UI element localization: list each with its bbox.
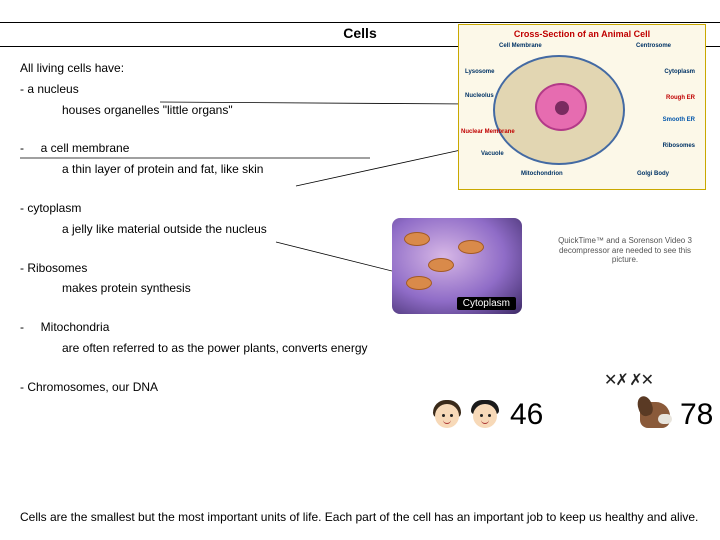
item-desc: are often referred to as the power plant…: [20, 340, 420, 357]
item-membrane: - a cell membrane a thin layer of protei…: [20, 140, 420, 178]
nucleolus-shape: [555, 101, 569, 115]
intro-text: All living cells have:: [20, 60, 420, 77]
mito-shape: [428, 258, 454, 272]
label-smooth-er: Smooth ER: [663, 117, 695, 123]
diagram-title: Cross-Section of an Animal Cell: [459, 29, 705, 39]
cytoplasm-label: Cytoplasm: [457, 297, 516, 310]
label-membrane: Cell Membrane: [499, 43, 542, 49]
chromosome-glyphs-icon: ✕✗ ✗✕: [604, 370, 652, 390]
label-rough-er: Rough ER: [666, 95, 695, 101]
mito-shape: [406, 276, 432, 290]
cell-diagram: Cross-Section of an Animal Cell Cell Mem…: [458, 24, 706, 190]
item-lead: - Ribosomes: [20, 260, 420, 277]
dog-icon: [636, 392, 676, 434]
label-nucleolus: Nucleolus: [465, 93, 494, 99]
human-avatars: [432, 398, 504, 437]
dog-chromosome-count: 78: [680, 398, 713, 432]
item-nucleus: - a nucleus houses organelles "little or…: [20, 81, 420, 119]
item-lead: - a cell membrane: [20, 140, 420, 157]
item-lead: - Mitochondria: [20, 319, 420, 336]
label-ribosomes: Ribosomes: [663, 143, 695, 149]
item-mitochondria: - Mitochondria are often referred to as …: [20, 319, 420, 357]
mito-shape: [458, 240, 484, 254]
mito-shape: [404, 232, 430, 246]
label-nuclear-membrane: Nuclear Membrane: [461, 129, 515, 135]
avatar-girl-icon: [432, 398, 462, 432]
label-mitochondrion: Mitochondrion: [521, 171, 563, 177]
label-centrosome: Centrosome: [636, 43, 671, 49]
item-desc: a thin layer of protein and fat, like sk…: [20, 161, 420, 178]
label-vacuole: Vacuole: [481, 151, 504, 157]
avatar-boy-icon: [470, 398, 500, 432]
item-chromosomes: - Chromosomes, our DNA: [20, 379, 420, 396]
quicktime-placeholder: QuickTime™ and a Sorenson Video 3 decomp…: [550, 236, 700, 265]
page: Cells All living cells have: - a nucleus…: [0, 0, 720, 540]
item-desc: houses organelles "little organs": [20, 102, 420, 119]
rule-top: [0, 22, 720, 23]
label-golgi: Golgi Body: [637, 171, 669, 177]
item-lead: - Chromosomes, our DNA: [20, 379, 420, 396]
item-ribosomes: - Ribosomes makes protein synthesis: [20, 260, 420, 298]
human-chromosome-count: 46: [510, 398, 543, 432]
item-desc: a jelly like material outside the nucleu…: [20, 221, 420, 238]
item-lead: - a nucleus: [20, 81, 420, 98]
label-lysosome: Lysosome: [465, 69, 494, 75]
item-cytoplasm: - cytoplasm a jelly like material outsid…: [20, 200, 420, 238]
item-desc: makes protein synthesis: [20, 280, 420, 297]
label-cytoplasm: Cytoplasm: [664, 69, 695, 75]
item-lead: - cytoplasm: [20, 200, 420, 217]
cytoplasm-image: Cytoplasm: [392, 218, 522, 314]
footer-text: Cells are the smallest but the most impo…: [20, 509, 700, 526]
content-column: All living cells have: - a nucleus house…: [20, 60, 420, 418]
